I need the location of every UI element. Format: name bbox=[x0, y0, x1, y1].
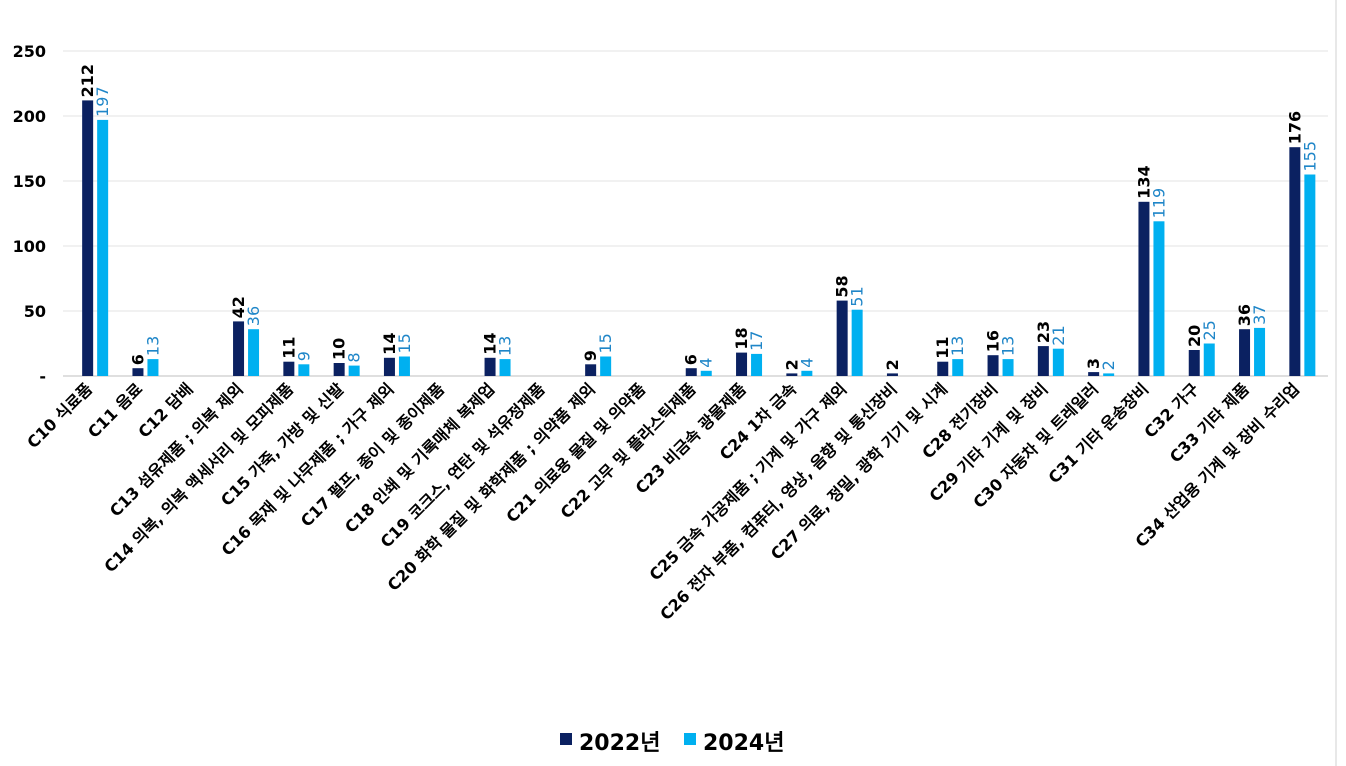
bar-2022 bbox=[132, 368, 144, 376]
data-label: 4 bbox=[797, 358, 816, 368]
bar-2022 bbox=[1239, 329, 1251, 376]
data-label: 10 bbox=[330, 338, 349, 360]
x-tick-label: C26 전자 부품, 컴퓨터, 영상, 음향 및 통신장비 bbox=[656, 379, 900, 623]
data-label: 37 bbox=[1250, 305, 1269, 325]
data-label: 51 bbox=[848, 286, 867, 306]
data-label: 3 bbox=[1084, 358, 1103, 369]
data-label: 6 bbox=[128, 354, 147, 365]
bar-2022 bbox=[484, 357, 496, 376]
data-label: 176 bbox=[1285, 111, 1304, 144]
data-label: 17 bbox=[747, 331, 766, 351]
data-label: 18 bbox=[732, 327, 751, 349]
data-label: 13 bbox=[999, 336, 1018, 356]
bar-2022 bbox=[886, 373, 898, 376]
y-tick-label: 150 bbox=[13, 172, 46, 191]
bar-2024 bbox=[600, 356, 612, 376]
bar-2024 bbox=[147, 359, 159, 376]
data-label: 2 bbox=[782, 359, 801, 370]
data-label: 134 bbox=[1134, 165, 1153, 198]
data-label: 119 bbox=[1149, 188, 1168, 219]
data-label: 15 bbox=[395, 333, 414, 353]
bar-2024 bbox=[1052, 348, 1064, 376]
data-label: 2 bbox=[883, 359, 902, 370]
y-tick-label: 50 bbox=[24, 302, 46, 321]
data-label: 155 bbox=[1300, 141, 1319, 172]
data-label: 212 bbox=[78, 64, 97, 97]
bar-2022 bbox=[233, 321, 245, 376]
data-label: 25 bbox=[1200, 320, 1219, 340]
data-label: 21 bbox=[1049, 325, 1068, 345]
data-label: 20 bbox=[1185, 325, 1204, 347]
bar-2024 bbox=[851, 309, 863, 376]
bar-2022 bbox=[1138, 201, 1150, 376]
data-label: 8 bbox=[345, 352, 364, 362]
legend-swatch bbox=[684, 733, 696, 745]
bar-2022 bbox=[685, 368, 697, 376]
bar-2024 bbox=[1254, 327, 1266, 376]
bar-2022 bbox=[937, 361, 949, 376]
data-label: 14 bbox=[380, 333, 399, 355]
bar-2024 bbox=[751, 353, 763, 376]
data-label: 36 bbox=[244, 306, 263, 326]
bar-2024 bbox=[1304, 174, 1316, 376]
bar-2024 bbox=[801, 370, 813, 376]
bar-2022 bbox=[333, 363, 345, 376]
bar-2022 bbox=[283, 361, 295, 376]
bar-2024 bbox=[298, 364, 310, 376]
bar-2024 bbox=[348, 365, 360, 376]
data-label: 4 bbox=[697, 358, 716, 368]
data-label: 197 bbox=[93, 86, 112, 117]
x-tick-label: C10 식료품 bbox=[23, 379, 96, 452]
data-label: 58 bbox=[833, 275, 852, 297]
bar-2022 bbox=[1088, 372, 1100, 376]
y-tick-label: - bbox=[39, 367, 46, 386]
data-label: 14 bbox=[481, 333, 500, 355]
bar-2024 bbox=[1002, 359, 1014, 376]
bar-2022 bbox=[987, 355, 999, 376]
bar-2022 bbox=[736, 352, 748, 376]
bar-2024 bbox=[1153, 221, 1165, 376]
bar-2024 bbox=[952, 359, 964, 376]
bar-2022 bbox=[585, 364, 597, 376]
bar-2022 bbox=[1289, 147, 1301, 376]
data-label: 23 bbox=[1034, 321, 1053, 343]
data-label: 15 bbox=[596, 333, 615, 353]
y-tick-label: 250 bbox=[13, 42, 46, 61]
data-label: 13 bbox=[948, 336, 967, 356]
bar-2024 bbox=[700, 370, 712, 376]
bar-2022 bbox=[383, 357, 395, 376]
legend-label: 2022년 bbox=[579, 731, 660, 756]
bar-2022 bbox=[82, 100, 94, 377]
data-label: 36 bbox=[1235, 304, 1254, 326]
bar-2024 bbox=[499, 359, 511, 376]
bar-2024 bbox=[1203, 343, 1215, 376]
bar-2024 bbox=[398, 356, 410, 376]
data-label: 11 bbox=[933, 336, 952, 358]
y-tick-label: 100 bbox=[13, 237, 46, 256]
bar-2022 bbox=[836, 300, 848, 376]
bar-2022 bbox=[1037, 346, 1049, 376]
data-label: 16 bbox=[984, 330, 1003, 352]
legend-label: 2024년 bbox=[703, 731, 784, 756]
legend-swatch bbox=[560, 733, 572, 745]
data-label: 13 bbox=[143, 336, 162, 356]
data-label: 9 bbox=[581, 350, 600, 361]
bar-2022 bbox=[786, 373, 798, 376]
bar-2022 bbox=[1188, 350, 1200, 376]
bar-2024 bbox=[1103, 373, 1115, 376]
bar-2024 bbox=[97, 119, 109, 377]
data-label: 11 bbox=[279, 336, 298, 358]
data-label: 6 bbox=[682, 354, 701, 365]
bar-2024 bbox=[248, 329, 260, 376]
data-label: 42 bbox=[229, 296, 248, 318]
data-label: 9 bbox=[294, 351, 313, 361]
data-label: 13 bbox=[496, 336, 515, 356]
y-tick-label: 200 bbox=[13, 107, 46, 126]
data-label: 2 bbox=[1099, 360, 1118, 370]
